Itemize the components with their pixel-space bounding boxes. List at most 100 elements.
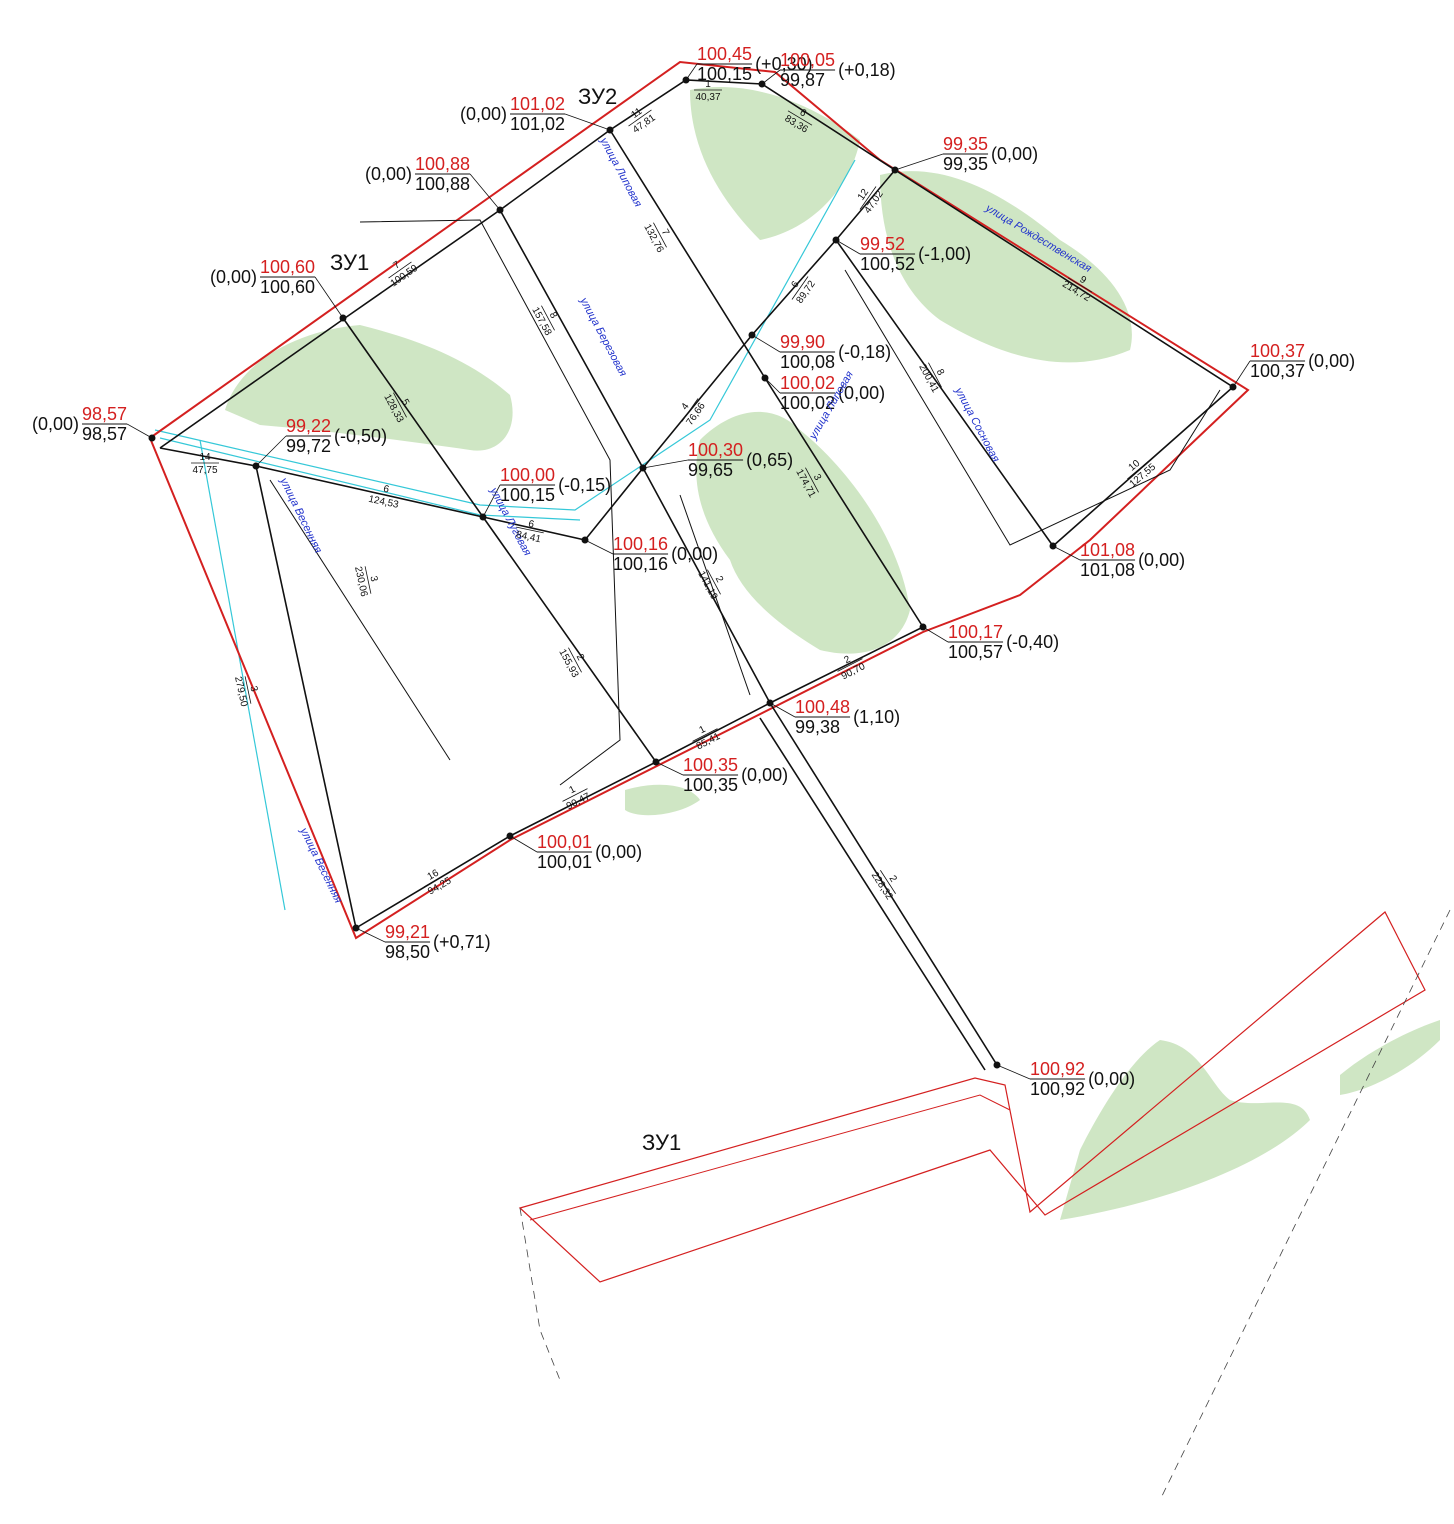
elevation-difference: (0,00): [210, 267, 257, 287]
zone-label: ЗУ1: [642, 1130, 681, 1155]
elevation-difference: (0,00): [595, 842, 642, 862]
leader-line: [769, 702, 796, 718]
elevation-difference: (0,00): [1138, 550, 1185, 570]
segment-number: 9: [1078, 274, 1089, 287]
street-name: улица Сосновая: [952, 385, 1002, 464]
segment-divider: [568, 647, 582, 673]
existing-elevation: 99,38: [795, 717, 840, 737]
segment-length: 279,50: [232, 675, 249, 708]
segment-divider: [692, 728, 718, 742]
segment-divider: [516, 526, 544, 534]
existing-elevation: 100,15: [697, 64, 752, 84]
design-elevation: 99,35: [943, 134, 988, 154]
leader-line: [751, 334, 781, 353]
segment-divider: [653, 222, 667, 248]
elevation-difference: (0,00): [1308, 351, 1355, 371]
segment-number: 3: [247, 685, 259, 693]
leader-line: [996, 1064, 1031, 1080]
elevation-difference: (0,00): [671, 544, 718, 564]
existing-elevation: 100,52: [860, 254, 915, 274]
railway: [519, 909, 1451, 1501]
design-elevation: 100,02: [780, 373, 835, 393]
design-elevation: 99,52: [860, 234, 905, 254]
design-elevation: 100,00: [500, 465, 555, 485]
design-elevation: 99,22: [286, 416, 331, 436]
segment-divider: [791, 276, 809, 300]
segment-number: 1: [698, 724, 708, 737]
segment-number: 7: [659, 227, 672, 237]
leader-line: [564, 113, 611, 131]
roads: [159, 79, 1235, 1071]
segment-divider: [837, 658, 863, 672]
segment-divider: [928, 362, 942, 388]
segment-number: 6: [789, 279, 801, 290]
segment-divider: [1127, 460, 1149, 480]
leader-line: [482, 484, 501, 518]
segment-number: 4: [679, 401, 691, 412]
design-elevation: 101,08: [1080, 540, 1135, 560]
design-elevation: 100,45: [697, 44, 752, 64]
segment-number: 3: [811, 472, 824, 482]
elevation-difference: (-0,50): [334, 426, 387, 446]
design-elevation: 98,57: [82, 404, 127, 424]
existing-elevation: 100,57: [948, 642, 1003, 662]
parcel-boundary: [148, 60, 1426, 1283]
segment-length: 84,41: [515, 529, 542, 545]
leader-line: [642, 459, 689, 469]
existing-elevation: 100,15: [500, 485, 555, 505]
elevation-difference: (0,00): [460, 104, 507, 124]
leader-line: [922, 626, 949, 643]
zone-label: ЗУ1: [330, 250, 369, 275]
leader-line: [655, 761, 684, 776]
elevation-difference: (0,00): [838, 383, 885, 403]
design-elevation: 100,30: [688, 440, 743, 460]
existing-elevation: 101,02: [510, 114, 565, 134]
design-elevation: 100,35: [683, 755, 738, 775]
segment-divider: [388, 261, 412, 279]
design-elevation: 100,16: [613, 534, 668, 554]
existing-elevation: 100,37: [1250, 361, 1305, 381]
existing-elevation: 98,57: [82, 424, 127, 444]
leader-line: [835, 239, 861, 255]
elevation-difference: (0,00): [991, 144, 1038, 164]
segment-length: 47,75: [192, 465, 217, 476]
elevation-difference: (-0,18): [838, 342, 891, 362]
elevation-difference: (-0,40): [1006, 632, 1059, 652]
design-elevation: 99,21: [385, 922, 430, 942]
leader-line: [255, 435, 287, 467]
existing-elevation: 100,01: [537, 852, 592, 872]
existing-elevation: 100,35: [683, 775, 738, 795]
leader-line: [469, 173, 501, 211]
elevation-difference: (+0,30): [755, 54, 813, 74]
design-elevation: 101,02: [510, 94, 565, 114]
elevation-difference: (0,00): [741, 765, 788, 785]
elevation-difference: (+0,18): [838, 60, 896, 80]
segment-number: 8: [547, 310, 560, 320]
leader-line: [761, 69, 781, 85]
segment-divider: [562, 788, 588, 802]
design-elevation: 100,37: [1250, 341, 1305, 361]
segment-divider: [371, 491, 399, 499]
segment-number: 8: [934, 367, 947, 377]
design-elevation: 100,88: [415, 154, 470, 174]
segment-divider: [859, 186, 877, 210]
existing-elevation: 100,16: [613, 554, 668, 574]
segment-number: 6: [527, 519, 535, 531]
leader-line: [1232, 360, 1251, 388]
elevation-difference: (-1,00): [918, 244, 971, 264]
segment-length: 230,06: [352, 565, 369, 598]
elevation-difference: (0,00): [1088, 1069, 1135, 1089]
leader-line: [314, 276, 344, 319]
existing-elevation: 98,50: [385, 942, 430, 962]
existing-elevation: 100,92: [1030, 1079, 1085, 1099]
segment-number: 2: [843, 654, 853, 667]
existing-elevation: 101,08: [1080, 560, 1135, 580]
segment-number: 6: [382, 484, 390, 496]
segment-divider: [707, 569, 721, 595]
elevation-difference: (0,65): [746, 450, 793, 470]
segment-number: 2: [574, 652, 587, 662]
existing-elevation: 100,02: [780, 393, 835, 413]
existing-elevation: 99,35: [943, 154, 988, 174]
segment-divider: [681, 398, 699, 422]
segment-divider: [805, 467, 819, 493]
